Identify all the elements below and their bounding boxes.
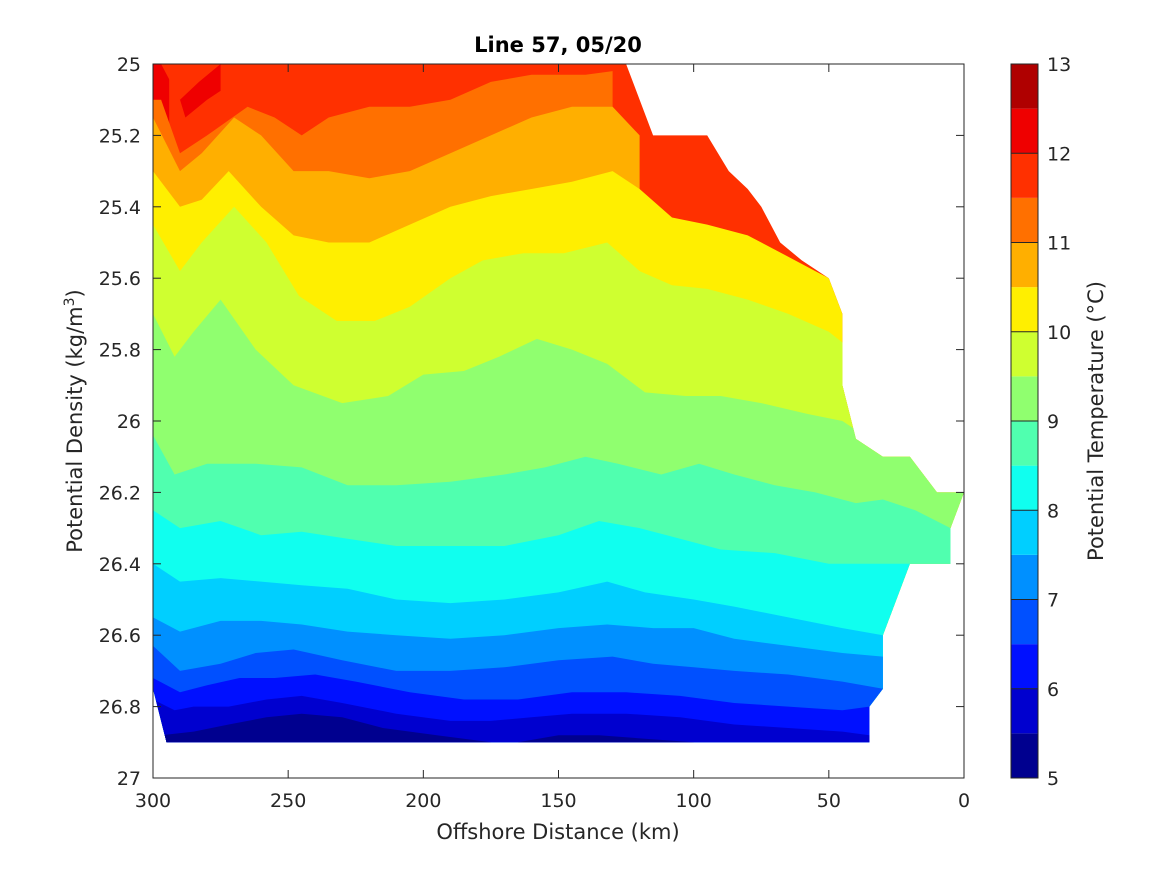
colorbar-tick-label: 5 [1047,768,1059,790]
colorbar-tick-label: 7 [1047,590,1059,612]
y-axis-label-main: Potential Density (kg/m [63,306,87,552]
y-tick-label: 26 [117,411,141,433]
colorbar-swatch [1011,376,1038,421]
colorbar-swatch [1011,644,1038,689]
colorbar-swatch [1011,331,1038,377]
colorbar-swatch [1011,510,1038,555]
y-tick-label: 25.4 [99,197,141,219]
x-tick-label: 50 [817,790,841,812]
y-tick-label: 25.6 [99,268,141,290]
colorbar [1011,64,1038,778]
temperature-band [153,713,491,743]
x-tick-label: 0 [958,790,970,812]
colorbar-swatch [1011,242,1038,288]
y-tick-label: 26.6 [99,625,141,647]
colorbar-tick-label: 8 [1047,500,1059,522]
colorbar-swatch [1011,599,1038,645]
colorbar-swatch [1011,554,1038,600]
colorbar-tick-label: 11 [1047,233,1071,255]
colorbar-swatch [1011,421,1038,466]
x-axis-ticks: 300 250 200 150 100 50 0 [135,64,970,812]
colorbar-ticks: 5 6 7 8 9 10 11 12 13 [1011,54,1071,790]
colorbar-swatch [1011,733,1038,778]
x-tick-label: 200 [405,790,441,812]
colorbar-tick-label: 13 [1047,54,1071,76]
colorbar-swatch [1011,465,1038,511]
y-axis-label-end: ) [63,289,87,297]
colorbar-tick-label: 12 [1047,143,1071,165]
x-tick-label: 300 [135,790,171,812]
y-axis-ticks: 25 25.2 25.4 25.6 25.8 26 26.2 26.4 26.6 26.8 27 [99,54,964,790]
colorbar-label: Potential Temperature (°C) [1084,281,1108,561]
y-tick-label: 26.2 [99,482,141,504]
y-tick-label: 26.8 [99,697,141,719]
colorbar-tick-label: 10 [1047,322,1071,344]
chart-title: Line 57, 05/20 [474,33,642,57]
colorbar-tick-label: 6 [1047,679,1059,701]
colorbar-swatch [1011,287,1038,332]
y-tick-label: 26.4 [99,554,141,576]
y-tick-label: 25 [117,54,141,76]
y-axis-label-superscript: 3 [62,297,78,306]
y-axis-label: Potential Density (kg/m3) [62,289,87,553]
colorbar-tick-label: 9 [1047,411,1059,433]
x-axis-label: Offshore Distance (km) [436,820,679,844]
x-tick-label: 150 [540,790,576,812]
y-tick-label: 25.2 [99,125,141,147]
colorbar-swatch [1011,688,1038,734]
y-tick-label: 27 [117,768,141,790]
colorbar-swatch [1011,108,1038,154]
colorbar-swatch [1011,64,1038,109]
x-tick-label: 250 [270,790,306,812]
colorbar-swatch [1011,153,1038,198]
y-tick-label: 25.8 [99,340,141,362]
colorbar-swatch [1011,197,1038,243]
x-tick-label: 100 [676,790,712,812]
